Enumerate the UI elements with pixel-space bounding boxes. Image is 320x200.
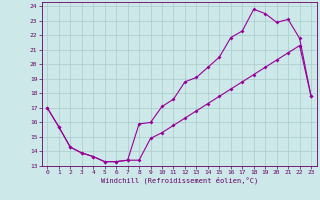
X-axis label: Windchill (Refroidissement éolien,°C): Windchill (Refroidissement éolien,°C) <box>100 177 258 184</box>
